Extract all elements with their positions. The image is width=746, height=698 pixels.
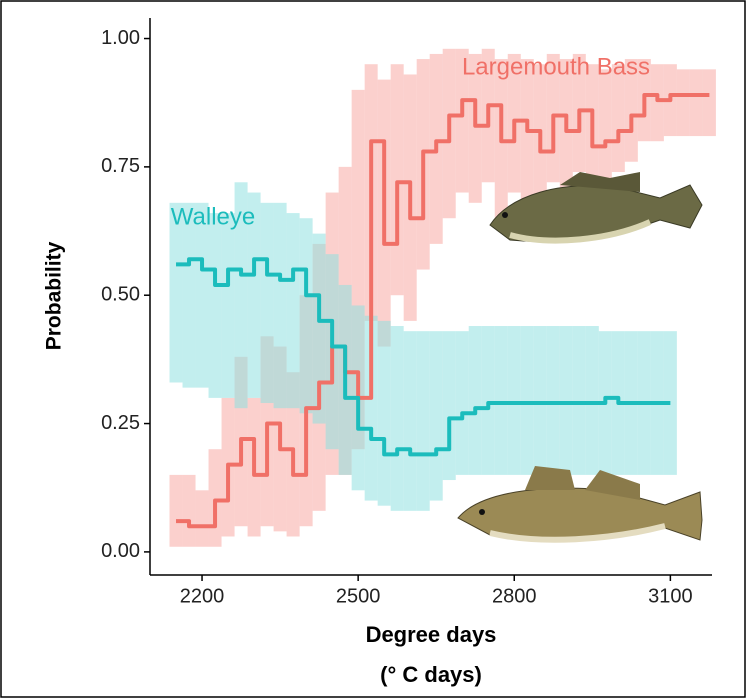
x-tick-label: 3100 [648,585,693,607]
confidence-band [403,331,417,511]
confidence-band [182,474,196,547]
confidence-band [195,202,209,388]
x-tick-label: 2800 [492,585,537,607]
confidence-band [390,326,404,511]
y-tick-label: 0.75 [101,155,140,177]
series-label: Largemouth Bass [462,53,650,80]
y-axis-title: Probability [43,241,66,350]
series-line [176,257,671,457]
confidence-band [468,326,482,475]
confidence-band [455,331,469,475]
x-axis-title: Degree days [366,622,497,647]
confidence-band [689,69,703,137]
confidence-band [169,474,183,547]
confidence-band [247,192,261,398]
confidence-band [598,69,612,183]
confidence-band [546,326,560,475]
y-tick-label: 0.50 [101,283,140,305]
y-tick-label: 0.00 [101,540,140,562]
confidence-band [221,213,235,398]
confidence-band [533,326,547,475]
confidence-band [312,233,326,424]
walleye-illustration [457,466,703,543]
x-axis-unit: (° C days) [380,662,482,687]
y-tick-label: 0.25 [101,412,140,434]
confidence-band [572,326,586,475]
x-tick-label: 2500 [336,585,381,607]
confidence-band [455,48,469,193]
confidence-band [260,202,274,404]
confidence-band [624,59,638,162]
bass-illustration [489,172,703,244]
confidence-band [299,218,313,414]
confidence-band [390,64,404,296]
confidence-band [585,326,599,475]
confidence-band [520,326,534,475]
x-tick-label: 2200 [180,585,225,607]
confidence-band [442,331,456,481]
confidence-band [182,202,196,388]
confidence-band [169,202,183,383]
confidence-band [234,182,248,409]
confidence-band [481,326,495,475]
confidence-band [559,326,573,475]
series-line [176,93,710,529]
confidence-band [208,213,222,398]
confidence-band [416,331,430,511]
confidence-band [650,64,664,142]
y-tick-label: 1.00 [101,27,140,49]
confidence-band [702,69,716,137]
confidence-band [273,202,287,409]
confidence-band [429,331,443,501]
series-label: Walleye [171,203,255,230]
confidence-band [286,213,300,409]
confidence-band [676,69,690,137]
confidence-band [364,315,378,501]
confidence-band [468,53,482,203]
confidence-band [507,326,521,475]
confidence-band [611,64,625,173]
confidence-band [208,449,222,547]
confidence-band [377,320,391,506]
confidence-band [494,326,508,475]
confidence-band [195,490,209,547]
